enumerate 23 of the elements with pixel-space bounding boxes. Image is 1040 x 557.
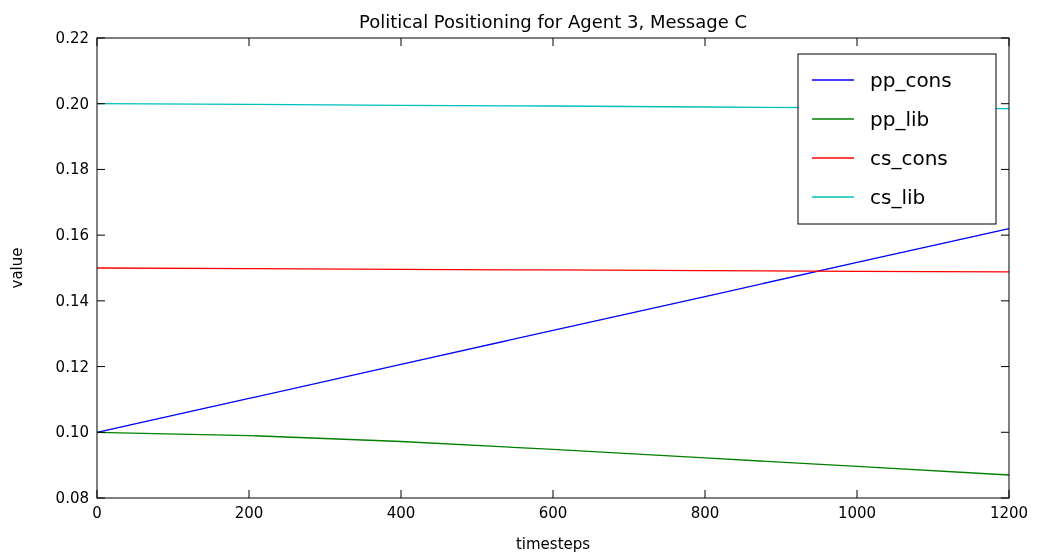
chart-title: Political Positioning for Agent 3, Message C — [358, 11, 748, 32]
y-tick-label: 0.14 — [55, 291, 89, 310]
legend-label: pp_lib — [870, 107, 930, 131]
x-tick-label: 600 — [538, 504, 568, 522]
y-tick-label: 0.20 — [55, 94, 89, 113]
legend-label: cs_cons — [870, 146, 948, 170]
x-axis-title: timesteps — [515, 535, 591, 553]
x-tick-label: 200 — [234, 504, 264, 522]
legend-label: pp_cons — [870, 68, 952, 92]
x-tick-label: 1000 — [837, 504, 877, 522]
x-tick-label: 1200 — [989, 504, 1029, 522]
y-axis-title: value — [8, 247, 26, 289]
y-tick-label: 0.22 — [55, 29, 89, 47]
y-tick-label: 0.12 — [55, 357, 89, 376]
x-tick-label: 0 — [92, 504, 102, 522]
legend-label: cs_lib — [870, 185, 926, 209]
line-series — [96, 227, 1010, 433]
y-tick-label: 0.16 — [55, 226, 89, 245]
y-tick-label: 0.08 — [55, 489, 89, 507]
y-tick-label: 0.18 — [55, 160, 89, 179]
x-tick-label: 400 — [386, 504, 416, 522]
x-tick-label: 800 — [690, 504, 720, 522]
y-tick-label: 0.10 — [55, 423, 89, 442]
